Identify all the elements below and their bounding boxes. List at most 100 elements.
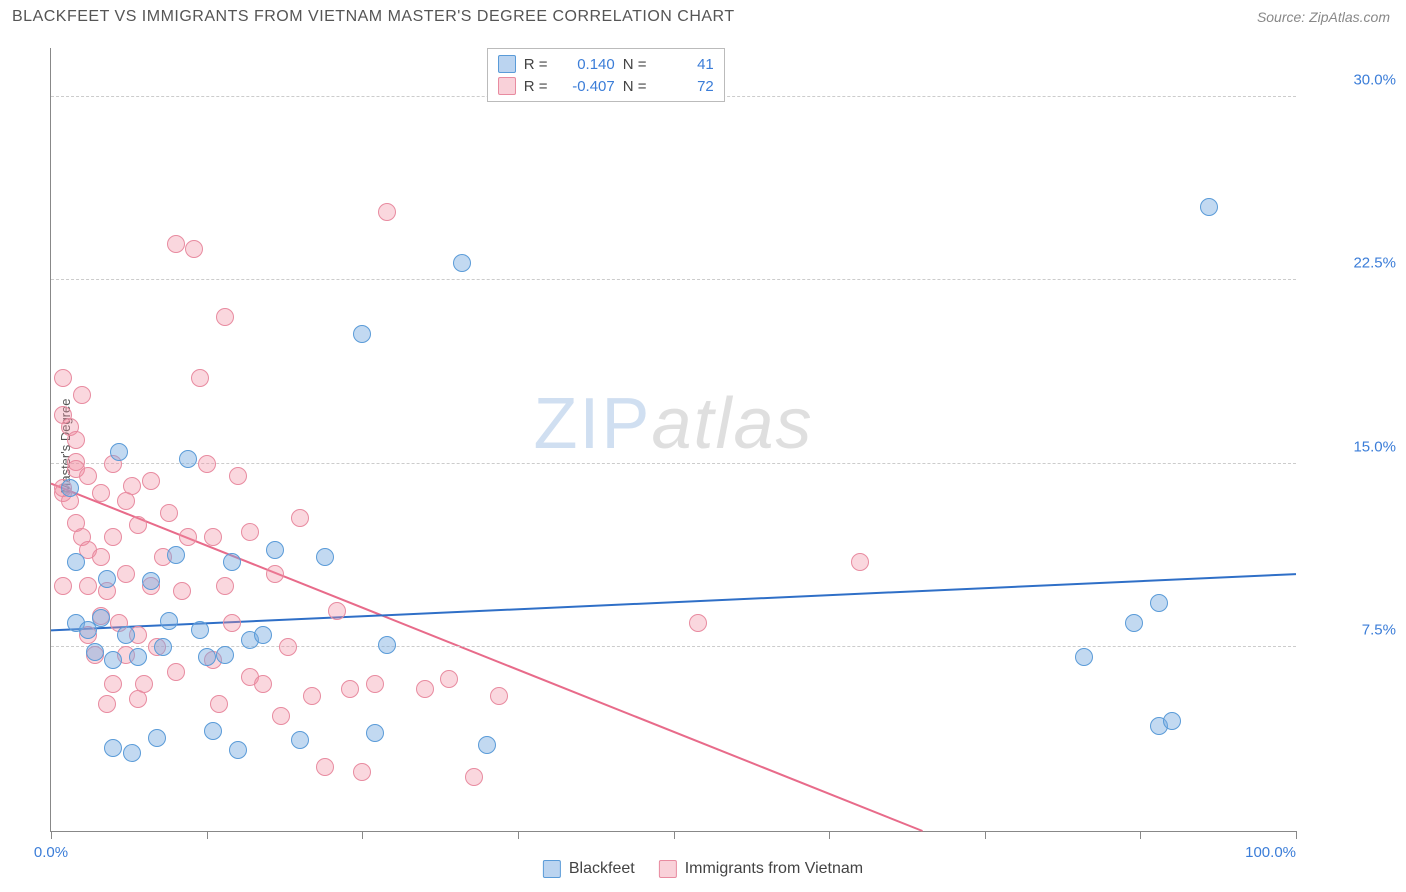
legend-label-pink: Immigrants from Vietnam — [685, 860, 863, 878]
x-tick — [362, 831, 363, 839]
data-point — [279, 638, 297, 656]
source-attribution: Source: ZipAtlas.com — [1257, 9, 1390, 25]
data-point — [79, 467, 97, 485]
data-point — [104, 651, 122, 669]
data-point — [135, 675, 153, 693]
data-point — [416, 680, 434, 698]
data-point — [73, 386, 91, 404]
gridline — [51, 463, 1296, 464]
data-point — [185, 240, 203, 258]
data-point — [216, 646, 234, 664]
data-point — [316, 758, 334, 776]
data-point — [123, 477, 141, 495]
x-tick — [985, 831, 986, 839]
data-point — [67, 431, 85, 449]
data-point — [92, 548, 110, 566]
x-tick — [1140, 831, 1141, 839]
data-point — [229, 467, 247, 485]
data-point — [179, 450, 197, 468]
data-point — [266, 541, 284, 559]
data-point — [92, 484, 110, 502]
data-point — [254, 675, 272, 693]
data-point — [291, 509, 309, 527]
y-tick-label: 7.5% — [1306, 622, 1396, 639]
data-point — [1075, 648, 1093, 666]
data-point — [1200, 198, 1218, 216]
data-point — [210, 695, 228, 713]
data-point — [98, 570, 116, 588]
data-point — [104, 528, 122, 546]
data-point — [378, 203, 396, 221]
data-point — [223, 614, 241, 632]
data-point — [353, 763, 371, 781]
data-point — [440, 670, 458, 688]
data-point — [148, 729, 166, 747]
legend-swatch-pink — [659, 860, 677, 878]
data-point — [79, 577, 97, 595]
y-tick-label: 22.5% — [1306, 255, 1396, 272]
data-point — [266, 565, 284, 583]
x-tick — [1296, 831, 1297, 839]
data-point — [453, 254, 471, 272]
x-tick — [207, 831, 208, 839]
data-point — [129, 516, 147, 534]
data-point — [229, 741, 247, 759]
data-point — [204, 528, 222, 546]
data-point — [54, 369, 72, 387]
data-point — [160, 612, 178, 630]
x-tick — [829, 831, 830, 839]
legend-swatch-pink — [498, 77, 516, 95]
legend-swatch-blue — [543, 860, 561, 878]
data-point — [142, 472, 160, 490]
data-point — [316, 548, 334, 566]
data-point — [142, 572, 160, 590]
data-point — [198, 455, 216, 473]
data-point — [154, 638, 172, 656]
y-tick-label: 30.0% — [1306, 71, 1396, 88]
data-point — [341, 680, 359, 698]
data-point — [198, 648, 216, 666]
data-point — [223, 553, 241, 571]
data-point — [689, 614, 707, 632]
data-point — [328, 602, 346, 620]
gridline — [51, 646, 1296, 647]
data-point — [366, 675, 384, 693]
data-point — [465, 768, 483, 786]
chart-title: BLACKFEET VS IMMIGRANTS FROM VIETNAM MAS… — [12, 8, 735, 26]
data-point — [851, 553, 869, 571]
x-tick — [518, 831, 519, 839]
x-tick-label: 0.0% — [34, 844, 68, 861]
data-point — [241, 523, 259, 541]
data-point — [54, 577, 72, 595]
x-tick — [51, 831, 52, 839]
data-point — [216, 308, 234, 326]
data-point — [303, 687, 321, 705]
gridline — [51, 279, 1296, 280]
data-point — [167, 546, 185, 564]
legend-label-blue: Blackfeet — [569, 860, 635, 878]
data-point — [61, 479, 79, 497]
data-point — [254, 626, 272, 644]
stats-legend: R = 0.140 N = 41 R = -0.407 N = 72 — [487, 48, 725, 102]
data-point — [160, 504, 178, 522]
data-point — [167, 235, 185, 253]
data-point — [191, 621, 209, 639]
series-legend: Blackfeet Immigrants from Vietnam — [543, 860, 863, 878]
data-point — [1163, 712, 1181, 730]
x-tick-label: 100.0% — [1245, 844, 1296, 861]
scatter-chart: ZIPatlas R = 0.140 N = 41 R = -0.407 N =… — [50, 48, 1296, 832]
data-point — [291, 731, 309, 749]
data-point — [366, 724, 384, 742]
y-tick-label: 15.0% — [1306, 438, 1396, 455]
data-point — [1125, 614, 1143, 632]
data-point — [123, 744, 141, 762]
x-tick — [674, 831, 675, 839]
trendlines — [51, 48, 1296, 831]
data-point — [490, 687, 508, 705]
data-point — [216, 577, 234, 595]
data-point — [117, 626, 135, 644]
data-point — [191, 369, 209, 387]
data-point — [86, 643, 104, 661]
data-point — [92, 609, 110, 627]
data-point — [167, 663, 185, 681]
